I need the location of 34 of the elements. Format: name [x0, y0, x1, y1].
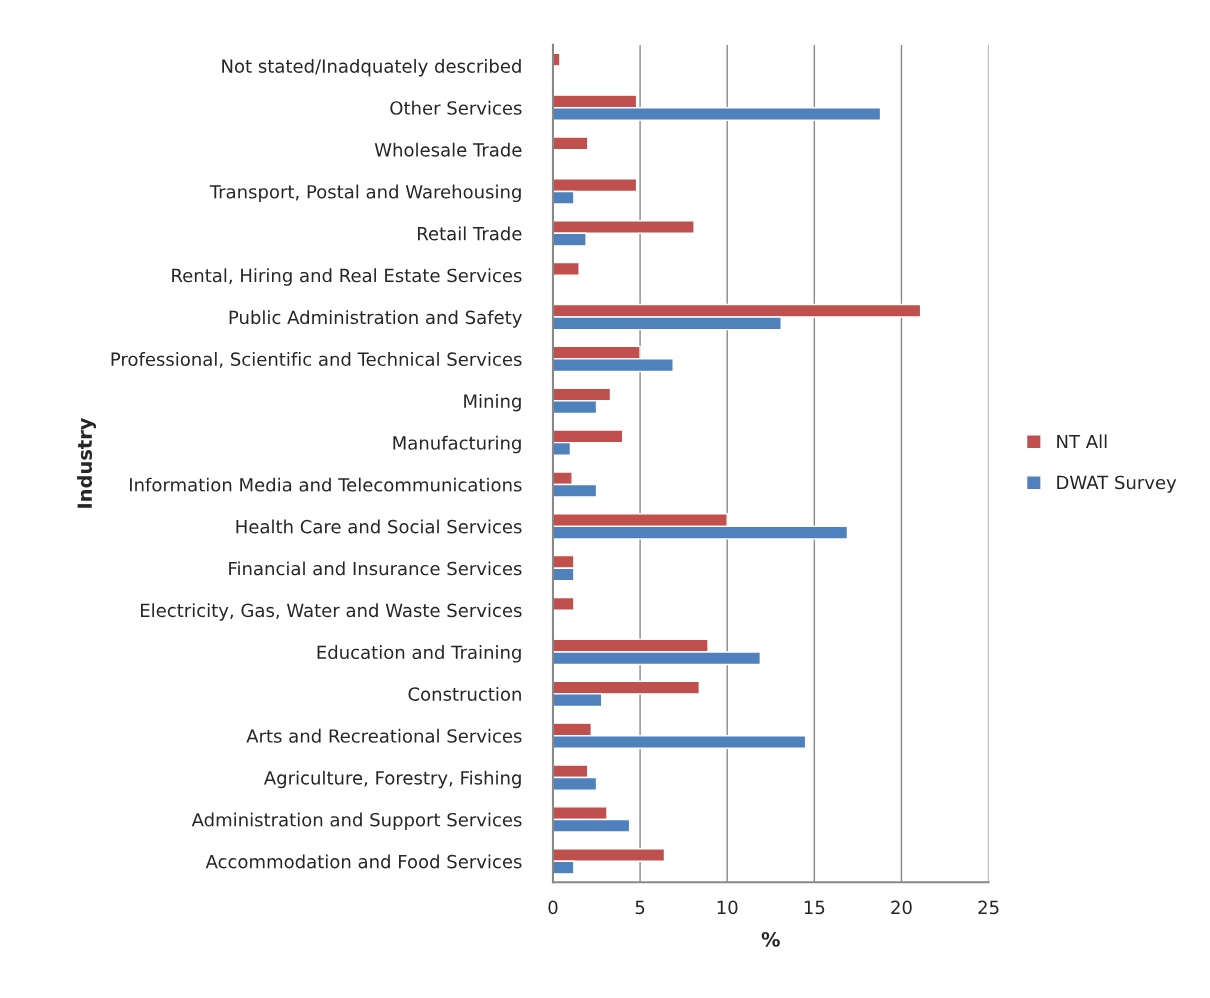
y-tick-label: Manufacturing	[393, 435, 521, 454]
y-tick-label: Administration and Support Services	[191, 812, 522, 831]
y-tick-label: Construction	[408, 686, 521, 701]
y-tick-label: Transport, Postal and Warehousing	[209, 184, 521, 203]
y-axis-title: Industry	[76, 417, 96, 508]
bar	[552, 261, 580, 276]
y-tick-label: Retail Trade	[418, 226, 522, 241]
y-tick-label: Accommodation and Food Services	[205, 854, 522, 869]
y-tick-label: Information Media and Telecommunications	[130, 477, 522, 492]
y-tick-label: Health Care and Social Services	[236, 519, 522, 534]
y-tick-label: Rental, Hiring and Real Estate Services	[172, 268, 522, 286]
legend-label: DWAT Survey	[1057, 475, 1177, 493]
x-tick-label: 25	[978, 900, 999, 915]
y-tick-label: Other Services	[390, 100, 522, 115]
x-tick-label: 10	[717, 900, 738, 915]
bar	[552, 136, 589, 151]
y-tick-label: Not stated/Inadquately described	[222, 58, 521, 77]
bar	[552, 52, 561, 67]
y-tick-label: Financial and Insurance Services	[229, 561, 522, 576]
y-tick-label: Mining	[464, 393, 521, 412]
y-tick-label: Agriculture, Forestry, Fishing	[263, 770, 521, 789]
x-axis-title: %	[761, 931, 780, 947]
x-tick-label: 0	[548, 900, 558, 915]
y-tick-label: Electricity, Gas, Water and Waste Services	[141, 603, 522, 621]
y-tick-label: Arts and Recreational Services	[246, 728, 522, 743]
x-tick-label: 20	[891, 900, 912, 915]
x-tick-label: 15	[804, 900, 825, 915]
legend-label: NT All	[1057, 434, 1107, 449]
y-tick-label: Professional, Scientific and Technical Services	[111, 352, 522, 368]
x-tick-label: 5	[635, 900, 645, 915]
bar	[552, 596, 575, 611]
y-tick-label: Education and Training	[317, 645, 521, 663]
y-tick-label: Wholesale Trade	[374, 142, 522, 157]
y-tick-label: Public Administration and Safety	[229, 310, 522, 328]
